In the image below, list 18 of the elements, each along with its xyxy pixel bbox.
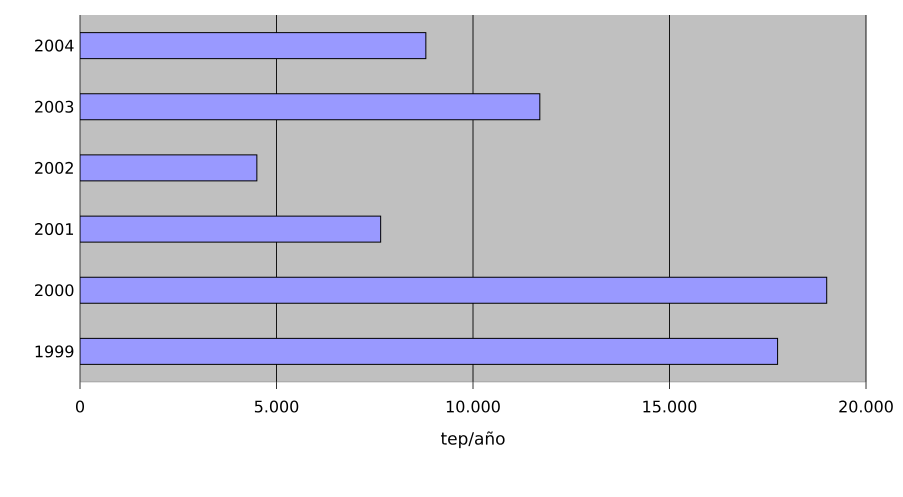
y-tick-label: 2001 xyxy=(35,223,74,236)
y-tick-label: 2003 xyxy=(35,100,74,113)
bar xyxy=(80,154,258,182)
x-tick-label: 0 xyxy=(76,400,84,413)
y-tick-label: 2004 xyxy=(35,40,74,52)
x-tick-label: 20.000 xyxy=(839,400,893,413)
y-tick-label: 2002 xyxy=(35,162,73,174)
x-tick-label: 10.000 xyxy=(446,400,500,413)
bar xyxy=(80,216,382,243)
bar xyxy=(80,276,828,304)
y-tick-label: 1999 xyxy=(36,345,74,358)
x-tick-label: 15.000 xyxy=(643,400,696,413)
bar xyxy=(80,338,778,365)
y-tick-label: 2000 xyxy=(35,284,74,296)
bar xyxy=(80,93,540,120)
x-tick-label: 5.000 xyxy=(254,400,298,413)
x-axis-title: tep/año xyxy=(440,431,505,448)
bar xyxy=(80,32,426,60)
